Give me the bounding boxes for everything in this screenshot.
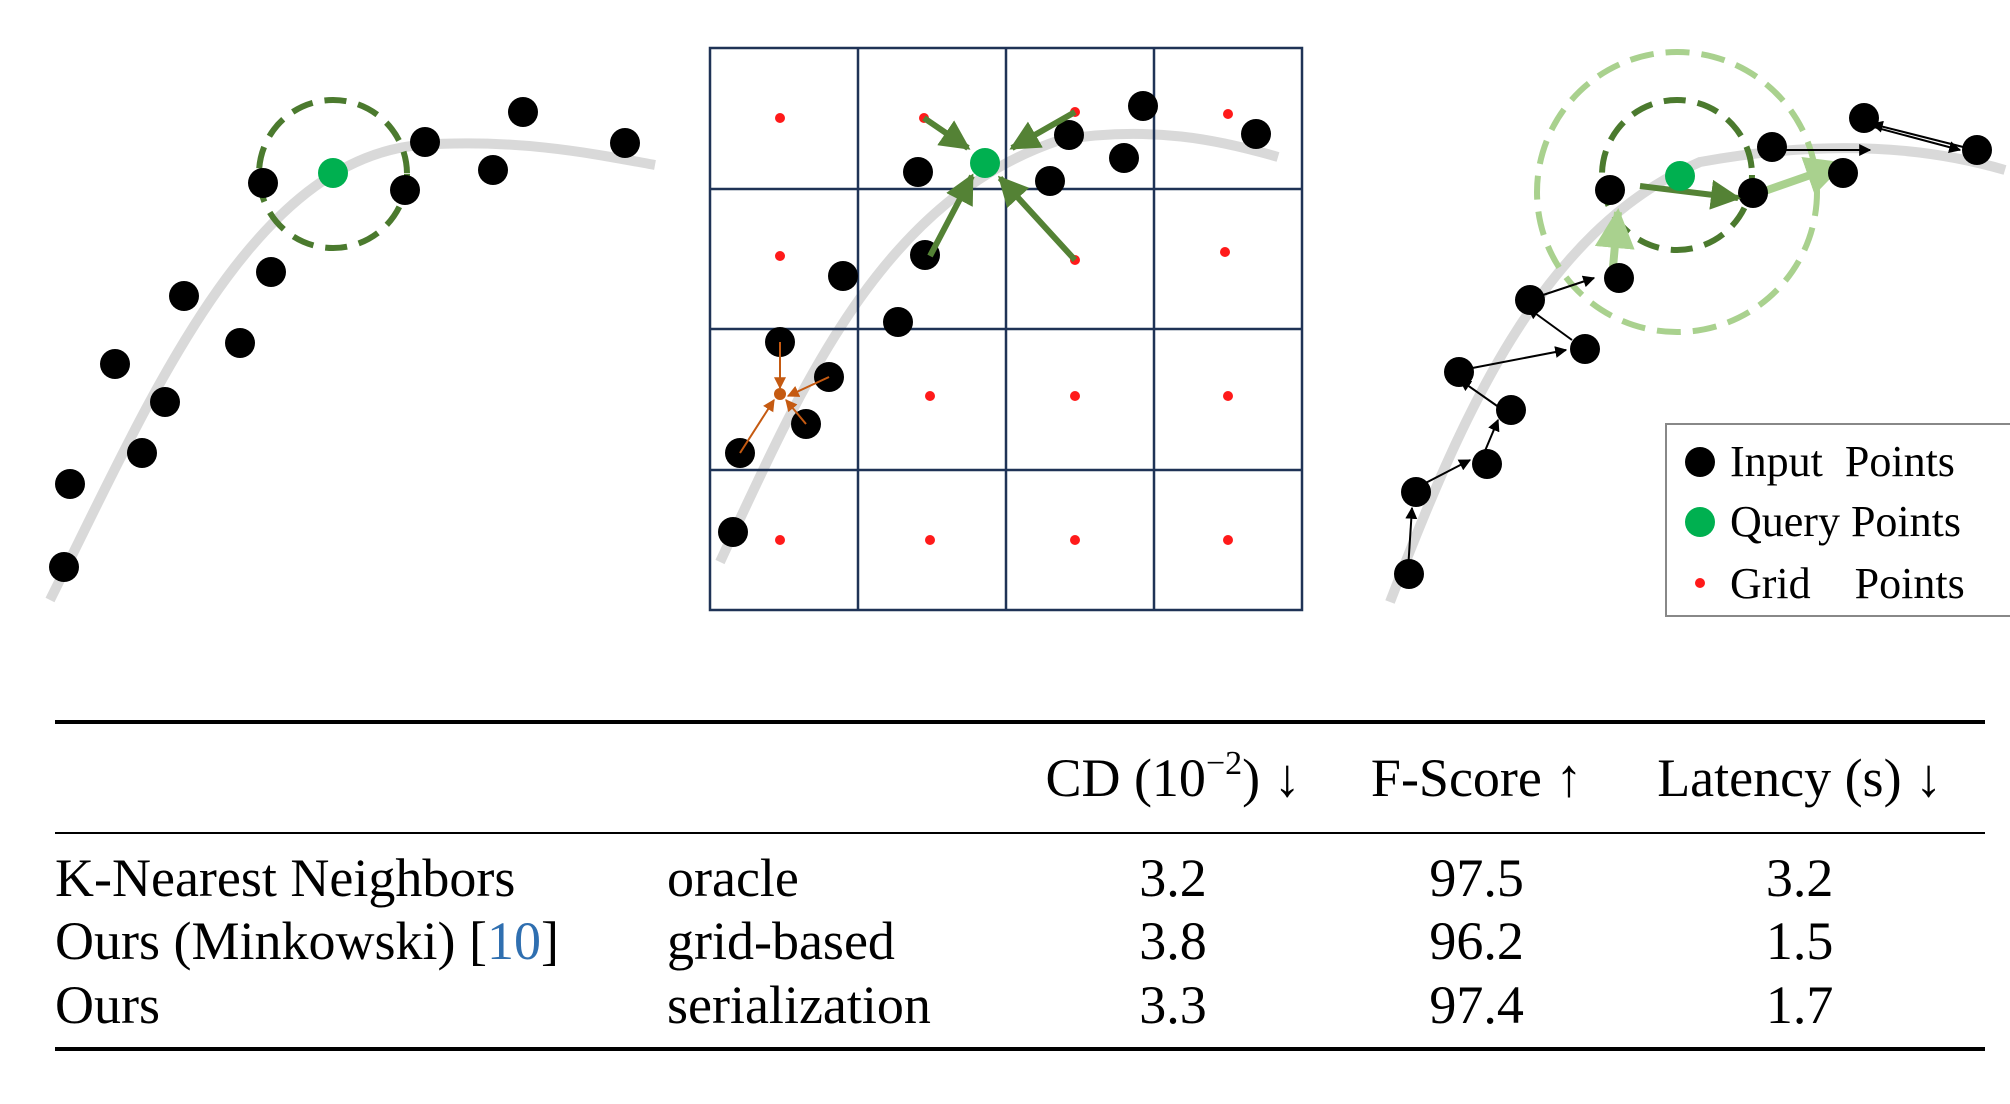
light-green-arrows [1594,157,1846,279]
row-latency: 1.5 [1765,911,1834,971]
header-fscore: F-Score ↑ [1370,748,1583,808]
row-cd: 3.3 [1139,975,1207,1035]
row-method: Ours [55,975,160,1035]
row-type: oracle [667,847,799,908]
legend-label-input: Input Points [1730,437,1955,486]
input-points [49,97,640,582]
input-points [1394,103,1992,589]
table-row: Ours (Minkowski) [10] grid-based 3.8 96.… [55,905,1985,977]
surface-curve [715,128,1280,565]
voxel-grid [708,46,1304,612]
surface-curve [1385,143,2007,604]
header-cd: CD (10−2) ↓ [1007,722,1339,833]
row-method-suffix: ] [540,911,559,971]
row-cd: 3.2 [1139,847,1207,908]
row-type: grid-based [667,911,895,971]
header-method [55,722,667,833]
query-radius-circle [1599,97,1755,253]
legend-label-query: Query Points [1730,497,1961,546]
query-point [970,148,1000,178]
legend-marker-input [1685,447,1715,477]
row-latency: 3.2 [1765,847,1834,908]
panel-knn [45,97,656,603]
query-point [1665,161,1695,191]
grid-aggregation-arrows [922,109,1078,263]
row-method-prefix: Ours (Minkowski) [ [55,911,487,971]
orange-target-point [774,388,786,400]
legend-label-grid: Grid Points [1730,559,1965,608]
header-cd-label: CD (10 [1045,748,1206,808]
results-table: CD (10−2) ↓ F-Score ↑ Latency (s) ↓ K-Ne… [55,720,1985,1051]
query-radius-circle [256,97,410,251]
row-fscore: 97.4 [1429,975,1524,1035]
header-latency: Latency (s) ↓ [1657,748,1943,808]
row-latency: 1.7 [1765,975,1834,1035]
citation-link[interactable]: 10 [486,911,541,971]
legend-marker-grid [1695,578,1705,588]
row-method: K-Nearest Neighbors [55,847,516,908]
legend-box [1665,423,2010,617]
table-row: K-Nearest Neighbors oracle 3.2 97.5 3.2 [55,833,1985,905]
surface-curve [45,138,656,603]
panel-grid [708,46,1304,612]
row-fscore: 96.2 [1429,911,1524,971]
query-point [318,158,348,188]
panel-serialization [1385,49,2007,604]
header-cd-tail: ) ↓ [1242,748,1301,808]
row-fscore: 97.5 [1429,847,1524,908]
table-row: Ours serialization 3.3 97.4 1.7 [55,977,1985,1049]
row-type: serialization [667,975,931,1035]
figure-illustration: Input Points Query Points Grid Points [45,46,2010,617]
row-cd: 3.8 [1139,911,1207,971]
orange-arrows [739,342,830,454]
query-arrow [1639,179,1741,210]
row-method: Ours (Minkowski) [10] [55,905,667,977]
legend-marker-query [1685,507,1715,537]
header-type [667,722,1007,833]
table-header-row: CD (10−2) ↓ F-Score ↑ Latency (s) ↓ [55,722,1985,833]
legend: Input Points Query Points Grid Points [1665,423,2010,617]
header-cd-exponent: −2 [1205,745,1243,782]
